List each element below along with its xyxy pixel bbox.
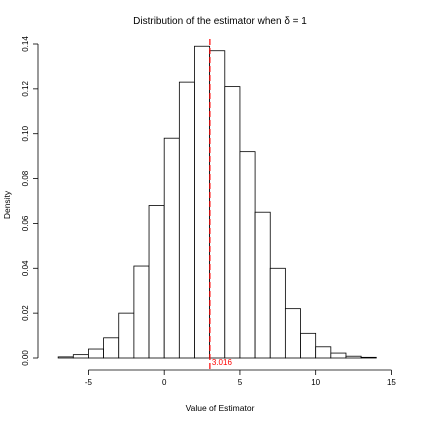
histogram-bar-15 — [284, 308, 301, 359]
histogram-bar-5 — [133, 265, 150, 359]
y-tick-label-7: 0.14 — [21, 36, 30, 52]
histogram-bar-14 — [269, 267, 286, 359]
histogram-bar-12 — [239, 151, 256, 359]
histogram-bar-7 — [163, 137, 180, 359]
histogram-bar-19 — [345, 355, 362, 359]
histogram-bar-16 — [300, 332, 317, 359]
x-tick-label-4: 15 — [387, 378, 396, 387]
histogram-bar-10 — [209, 50, 226, 359]
y-tick-label-4: 0.08 — [21, 170, 30, 186]
histogram-bar-6 — [148, 205, 165, 359]
y-axis-title: Density — [2, 190, 12, 219]
histogram-bar-13 — [254, 211, 271, 359]
reference-line-label: 3.016 — [212, 358, 233, 367]
x-tick-label-1: 0 — [162, 378, 167, 387]
histogram-bar-0 — [57, 356, 74, 359]
histogram-bar-9 — [194, 45, 211, 359]
y-tick-label-3: 0.06 — [21, 215, 30, 231]
y-tick-label-1: 0.02 — [21, 305, 30, 321]
y-tick-label-2: 0.04 — [21, 260, 30, 276]
histogram-bar-2 — [88, 348, 104, 359]
histogram-bar-3 — [103, 337, 120, 359]
x-tick-label-0: -5 — [85, 378, 93, 387]
y-tick-label-6: 0.12 — [21, 81, 30, 97]
x-axis-title: Value of Estimator — [186, 403, 255, 413]
histogram-bar-11 — [224, 86, 241, 359]
x-tick-label-3: 10 — [311, 378, 320, 387]
y-tick-label-0: 0.00 — [21, 350, 30, 366]
x-tick-label-2: 5 — [238, 378, 243, 387]
histogram-bar-17 — [315, 346, 332, 359]
reference-line-group: 3.016 — [209, 39, 233, 370]
x-axis: -5 0 5 10 15 — [85, 369, 396, 387]
y-axis: 0.00 0.02 0.04 0.06 0.08 0.10 0.12 0.14 — [21, 36, 39, 366]
histogram-bar-20 — [360, 356, 377, 359]
histogram-bar-8 — [178, 81, 195, 359]
histogram-bar-1 — [72, 354, 89, 359]
chart-title: Distribution of the estimator when δ = 1 — [133, 16, 307, 27]
histogram-bar-18 — [330, 352, 347, 359]
histogram-bar-4 — [118, 312, 135, 359]
y-tick-label-5: 0.10 — [21, 125, 30, 141]
bars-group — [57, 45, 377, 359]
